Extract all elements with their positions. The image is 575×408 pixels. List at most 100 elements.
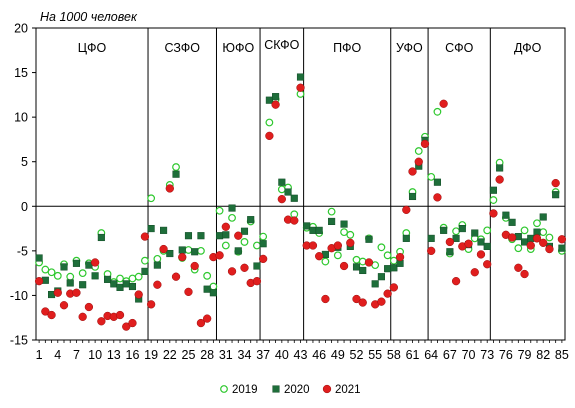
y-tick-label: 15	[14, 66, 28, 80]
point-2020	[228, 204, 236, 212]
y-tick-label: -5	[17, 244, 28, 258]
point-2020	[122, 280, 130, 288]
point-2020	[166, 249, 174, 258]
point-2020	[359, 266, 367, 275]
point-2021	[333, 241, 342, 250]
point-2020	[352, 263, 361, 271]
point-2021	[47, 310, 56, 320]
point-2021	[165, 184, 174, 193]
group-label: ЦФО	[78, 41, 107, 55]
point-2021	[259, 254, 268, 264]
point-2019	[197, 246, 205, 255]
x-tick-label: 19	[144, 348, 158, 362]
point-2020	[390, 264, 398, 272]
axes: 20 15 10 5 0 -5 -10 -15 1 4 7 10 13 16 19 22 25 28 31 34 37 4…	[10, 22, 569, 363]
point-2019	[240, 238, 249, 246]
point-2019	[539, 228, 548, 237]
point-2021	[321, 294, 330, 304]
point-2021	[551, 178, 560, 188]
point-2020	[91, 272, 99, 280]
point-2019	[414, 147, 423, 155]
point-2020	[66, 279, 74, 287]
series-2021	[34, 83, 567, 331]
point-2020	[458, 225, 466, 233]
x-tick-label: 73	[480, 348, 494, 362]
point-2021	[202, 314, 212, 323]
x-tick-label: 61	[406, 348, 420, 362]
point-2020	[477, 238, 485, 246]
point-2021	[34, 277, 44, 286]
point-2021	[78, 312, 87, 321]
x-tick-label: 7	[73, 348, 80, 362]
point-2020	[520, 238, 529, 246]
point-2020	[104, 275, 112, 283]
point-2019	[134, 272, 143, 281]
point-2020	[216, 232, 224, 240]
point-2021	[221, 222, 230, 231]
point-2021	[389, 283, 399, 292]
point-2021	[383, 289, 392, 298]
point-2021	[227, 267, 237, 276]
point-2020	[452, 234, 460, 242]
point-2020	[253, 262, 261, 270]
point-2021	[97, 317, 106, 326]
group-label: ПФО	[333, 41, 361, 55]
point-2021	[184, 287, 193, 297]
y-tick-label: 20	[14, 22, 28, 36]
point-2020	[284, 188, 292, 196]
point-2021	[159, 244, 168, 254]
point-2020	[427, 234, 435, 242]
point-2020	[222, 231, 230, 239]
point-2020	[35, 254, 43, 262]
point-2020	[60, 263, 68, 271]
legend-label: 2019	[232, 384, 258, 396]
legend-label: 2020	[284, 384, 310, 396]
point-2020	[446, 248, 454, 256]
point-2021	[140, 232, 150, 241]
point-2021	[408, 167, 417, 176]
x-tick-label: 28	[200, 348, 214, 362]
point-2021	[196, 318, 206, 328]
point-2021	[358, 298, 367, 307]
point-2020	[184, 232, 193, 240]
point-2020	[178, 246, 186, 254]
group-label: СЗФО	[164, 41, 200, 55]
x-tick-label: 43	[294, 348, 308, 362]
point-2020	[234, 247, 242, 255]
group-label: СФО	[445, 41, 474, 55]
point-2019	[53, 271, 62, 280]
point-2020	[365, 235, 373, 243]
point-2019	[221, 241, 230, 250]
point-2021	[53, 288, 62, 297]
x-tick-label: 10	[88, 348, 102, 362]
x-tick-label: 64	[424, 348, 438, 362]
point-2020	[147, 225, 155, 233]
group-label: ЮФО	[222, 41, 254, 55]
point-2021	[427, 246, 436, 256]
legend-marker	[220, 385, 228, 393]
x-tick-label: 76	[499, 348, 513, 362]
point-2021	[41, 307, 50, 316]
point-2021	[122, 322, 131, 331]
legend-marker	[272, 385, 280, 393]
x-tick-label: 52	[350, 348, 364, 362]
point-2020	[558, 244, 566, 252]
point-2021	[470, 268, 479, 277]
point-2019	[259, 232, 268, 241]
group-label: СКФО	[264, 38, 299, 52]
legend-label: 2021	[335, 384, 361, 396]
point-2019	[533, 219, 541, 228]
point-2021	[346, 238, 355, 247]
point-2021	[240, 263, 249, 272]
chart-subtitle: На 1000 человек	[40, 10, 138, 24]
point-2021	[514, 263, 523, 272]
x-tick-label: 67	[443, 348, 457, 362]
point-2019	[228, 213, 236, 222]
x-tick-label: 37	[256, 348, 270, 362]
point-2020	[296, 73, 305, 81]
point-2020	[371, 280, 379, 288]
point-2020	[290, 194, 298, 202]
point-2019	[520, 226, 529, 235]
point-2021	[153, 280, 162, 289]
point-2020	[309, 226, 317, 234]
